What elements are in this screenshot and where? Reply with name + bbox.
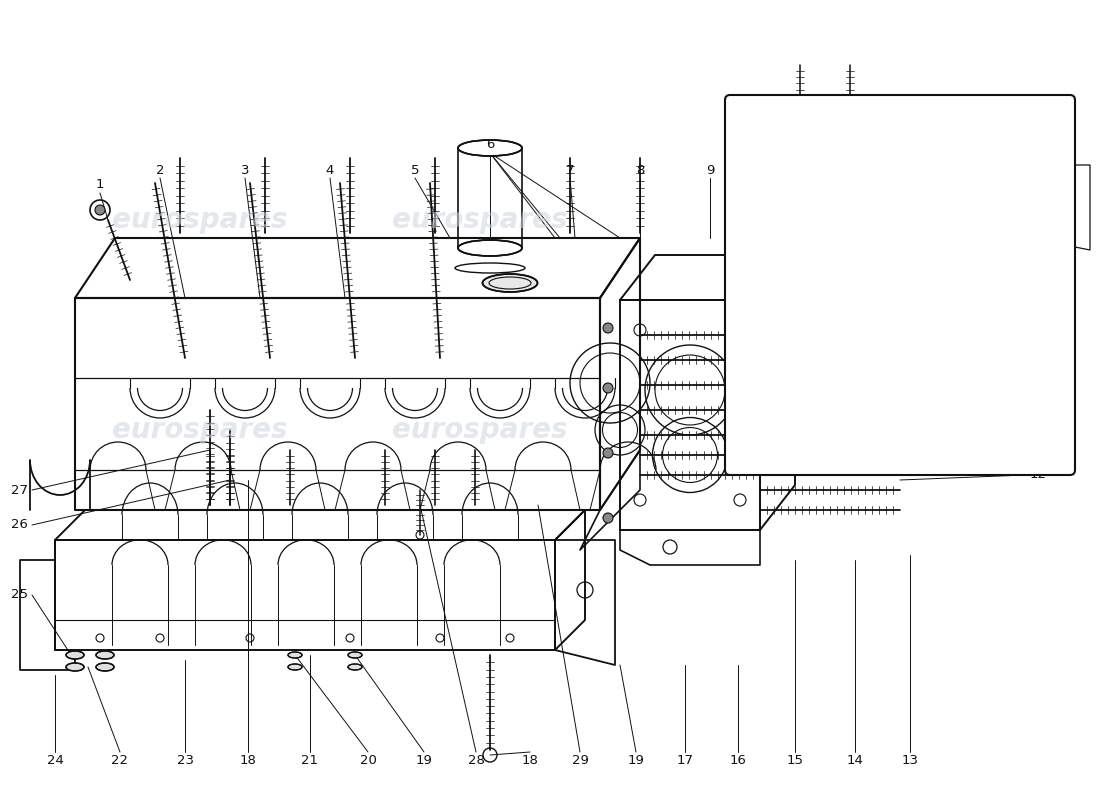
- Ellipse shape: [348, 664, 362, 670]
- Text: 1: 1: [96, 178, 104, 191]
- Text: 4: 4: [326, 163, 334, 177]
- Ellipse shape: [458, 240, 522, 256]
- Text: 28: 28: [468, 754, 484, 766]
- Text: 18: 18: [240, 754, 256, 766]
- Text: eurospares: eurospares: [112, 416, 288, 444]
- Ellipse shape: [66, 651, 84, 659]
- Text: 11: 11: [1030, 438, 1047, 451]
- Text: 21: 21: [301, 754, 319, 766]
- Ellipse shape: [348, 652, 362, 658]
- Ellipse shape: [96, 663, 114, 671]
- Ellipse shape: [768, 259, 782, 265]
- Ellipse shape: [808, 259, 822, 265]
- Text: 22: 22: [111, 754, 129, 766]
- Text: 30: 30: [1060, 111, 1077, 125]
- Text: 13: 13: [902, 754, 918, 766]
- Circle shape: [603, 513, 613, 523]
- Text: 25: 25: [11, 589, 28, 602]
- Ellipse shape: [288, 652, 302, 658]
- Text: 20: 20: [360, 754, 376, 766]
- Circle shape: [901, 416, 909, 424]
- Circle shape: [603, 383, 613, 393]
- Ellipse shape: [768, 247, 782, 253]
- Text: 18: 18: [521, 754, 538, 766]
- Text: 31: 31: [1060, 258, 1077, 271]
- Text: 29: 29: [572, 754, 588, 766]
- Text: 24: 24: [46, 754, 64, 766]
- Ellipse shape: [66, 663, 84, 671]
- Ellipse shape: [808, 247, 822, 253]
- Text: 17: 17: [676, 754, 693, 766]
- Text: eurospares: eurospares: [393, 206, 568, 234]
- Text: eurospares: eurospares: [112, 206, 288, 234]
- Text: Du moteur n° 1936: Du moteur n° 1936: [755, 358, 883, 371]
- Ellipse shape: [96, 651, 114, 659]
- Text: eurospares: eurospares: [393, 416, 568, 444]
- Circle shape: [901, 446, 909, 454]
- Text: From engine n. 1936: From engine n. 1936: [755, 329, 892, 342]
- Text: 3: 3: [241, 163, 250, 177]
- Text: 2: 2: [156, 163, 164, 177]
- Text: 7: 7: [565, 163, 574, 177]
- Circle shape: [95, 205, 104, 215]
- Circle shape: [901, 386, 909, 394]
- Text: 10: 10: [761, 163, 779, 177]
- Circle shape: [603, 323, 613, 333]
- Text: 23: 23: [176, 754, 194, 766]
- Text: 12: 12: [1030, 378, 1047, 391]
- Circle shape: [603, 448, 613, 458]
- Text: 15: 15: [786, 754, 803, 766]
- Text: Vom motor n° 1936: Vom motor n° 1936: [755, 389, 886, 402]
- Text: Dal motore n° 1936: Dal motore n° 1936: [755, 298, 887, 311]
- Text: 19: 19: [628, 754, 645, 766]
- Ellipse shape: [288, 664, 302, 670]
- FancyBboxPatch shape: [725, 95, 1075, 475]
- Text: 27: 27: [11, 483, 28, 497]
- Text: 6: 6: [486, 138, 494, 151]
- Text: 26: 26: [11, 518, 28, 531]
- Text: 14: 14: [847, 754, 864, 766]
- Text: 9: 9: [706, 163, 714, 177]
- Text: 10: 10: [1030, 409, 1047, 422]
- Text: 8: 8: [636, 163, 645, 177]
- Text: 19: 19: [416, 754, 432, 766]
- Ellipse shape: [483, 274, 538, 292]
- Ellipse shape: [458, 140, 522, 156]
- Circle shape: [759, 409, 771, 421]
- Text: 16: 16: [729, 754, 747, 766]
- Text: A partir del motor n° 1936: A partir del motor n° 1936: [755, 418, 932, 431]
- Text: 11: 11: [1030, 349, 1047, 362]
- Text: 12: 12: [1030, 469, 1047, 482]
- Circle shape: [759, 359, 771, 371]
- Text: 5: 5: [410, 163, 419, 177]
